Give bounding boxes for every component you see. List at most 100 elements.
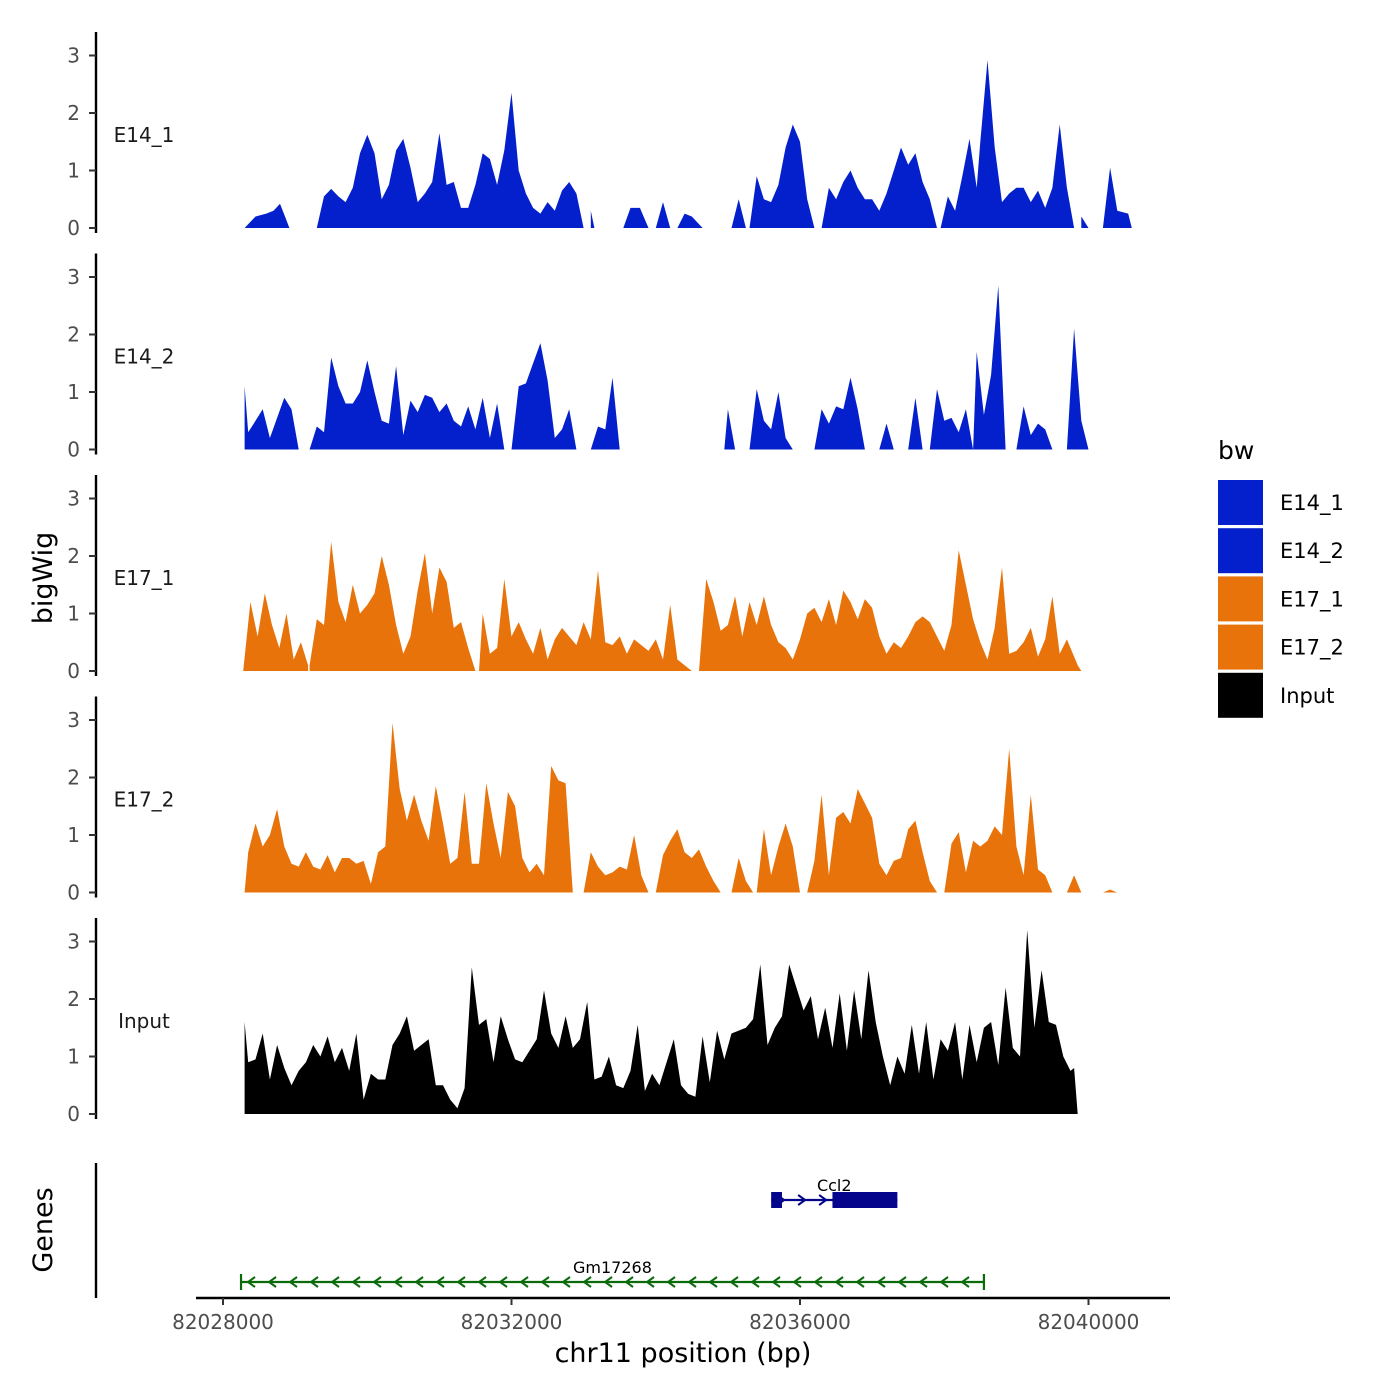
genes-panel-title: Genes [28, 1187, 59, 1272]
signal-area [583, 835, 649, 893]
y-tick-label: 0 [67, 438, 80, 462]
strand-arrow [876, 1276, 886, 1288]
strand-arrow [797, 1194, 807, 1206]
legend-items: E14_1 E14_2 E17_1 E17_2 Input [1218, 480, 1344, 718]
signal-area [1081, 216, 1089, 228]
y-tick-label: 3 [67, 265, 80, 289]
track-e17-2: 0 1 2 3 E17_2 [67, 696, 1118, 905]
legend-label: Input [1280, 684, 1334, 708]
strand-arrow [813, 1276, 823, 1288]
legend-label: E17_2 [1280, 636, 1344, 661]
legend-item: E17_1 [1218, 576, 1344, 622]
strand-arrow [414, 1276, 424, 1288]
legend-item: E17_2 [1218, 624, 1344, 670]
y-tick-label: 1 [67, 1045, 80, 1069]
signal-area [940, 60, 1075, 228]
x-tick-label: 82028000 [172, 1310, 274, 1334]
legend-item: E14_2 [1218, 528, 1344, 574]
y-tick-label: 1 [67, 602, 80, 626]
y-tick-label: 2 [67, 766, 80, 790]
legend-swatch [1218, 576, 1263, 622]
signal-area [511, 343, 577, 450]
signal-area [814, 377, 865, 450]
y-tick-label: 3 [67, 708, 80, 732]
y-tick-label: 3 [67, 487, 80, 511]
track-e17-1: 0 1 2 3 E17_1 [67, 475, 1082, 683]
y-tick-label: 3 [67, 930, 80, 954]
strand-arrow [561, 1276, 571, 1288]
signal-area [724, 409, 736, 450]
x-axis-title: chr11 position (bp) [555, 1338, 812, 1369]
signal-area [309, 357, 505, 450]
legend-label: E14_2 [1280, 539, 1344, 564]
y-tick-label: 2 [67, 101, 80, 125]
strand-arrow [792, 1276, 802, 1288]
gene-exon [771, 1192, 782, 1208]
y-axis-title: bigWig [28, 532, 59, 625]
y-tick-label: 0 [67, 659, 80, 683]
legend-label: E14_1 [1280, 491, 1344, 516]
strand-arrow [351, 1276, 361, 1288]
strand-arrow [309, 1276, 319, 1288]
signal-area [1066, 328, 1089, 450]
signal-area [929, 285, 1006, 450]
signal-area [944, 748, 1053, 893]
strand-arrow [897, 1276, 907, 1288]
signal-area [731, 858, 754, 893]
signal-area [655, 202, 671, 228]
genes-panel: Genes Ccl2 Gm17268 [28, 1163, 986, 1298]
y-tick-label: 1 [67, 823, 80, 847]
signal-area [244, 203, 290, 228]
signal-area [749, 124, 815, 228]
y-tick-label: 0 [67, 881, 80, 905]
strand-arrow [582, 1276, 592, 1288]
strand-arrow [708, 1276, 718, 1288]
signal-area [590, 210, 595, 228]
strand-arrow [603, 1276, 613, 1288]
track-panels: 0 1 2 3 E14_1 0 1 2 3 E14_2 0 1 2 3 E17_1 0 1 2 3 E17_2 0 1 2 3… [67, 32, 1132, 1126]
legend-label: E17_1 [1280, 587, 1344, 612]
legend-swatch [1218, 480, 1263, 525]
signal-area [1066, 875, 1082, 893]
x-tick-label: 82040000 [1038, 1310, 1140, 1334]
legend-title: bw [1218, 436, 1254, 465]
strand-arrow [330, 1276, 340, 1288]
track-label: E14_2 [114, 345, 175, 369]
signal-area [731, 199, 746, 228]
y-tick-label: 1 [67, 380, 80, 404]
strand-arrow [834, 1276, 844, 1288]
strand-arrow [540, 1276, 550, 1288]
track-label: E14_1 [114, 123, 175, 147]
strand-arrow [519, 1276, 529, 1288]
signal-area [908, 397, 923, 450]
legend-swatch [1218, 624, 1263, 670]
signal-area [244, 386, 299, 450]
signal-area [316, 92, 584, 229]
strand-arrow [855, 1276, 865, 1288]
y-tick-label: 0 [67, 1102, 80, 1126]
gene-glyphs: Ccl2 Gm17268 [239, 1176, 986, 1290]
signal-area [244, 722, 573, 893]
signal-area [756, 823, 800, 893]
x-ticks: 82028000 82032000 82036000 82040000 [172, 1298, 1139, 1334]
signal-area [590, 377, 620, 450]
signal-area [749, 389, 793, 450]
signal-area [623, 207, 649, 228]
strand-arrow [666, 1276, 676, 1288]
y-tick-label: 1 [67, 159, 80, 183]
strand-arrow [372, 1276, 382, 1288]
signal-area [879, 423, 894, 450]
strand-arrow [393, 1276, 403, 1288]
x-axis: 82028000 82032000 82036000 82040000 chr11 p… [172, 1296, 1170, 1369]
strand-arrow [288, 1276, 298, 1288]
signal-area [244, 930, 1078, 1114]
legend-item: E14_1 [1218, 480, 1344, 525]
signal-area [243, 593, 309, 671]
strand-arrow [818, 1194, 828, 1206]
track-e14-1: 0 1 2 3 E14_1 [67, 32, 1132, 240]
y-tick-label: 2 [67, 987, 80, 1011]
track-input: 0 1 2 3 Input [67, 918, 1078, 1126]
track-label: Input [118, 1009, 170, 1033]
signal-area [677, 213, 703, 228]
